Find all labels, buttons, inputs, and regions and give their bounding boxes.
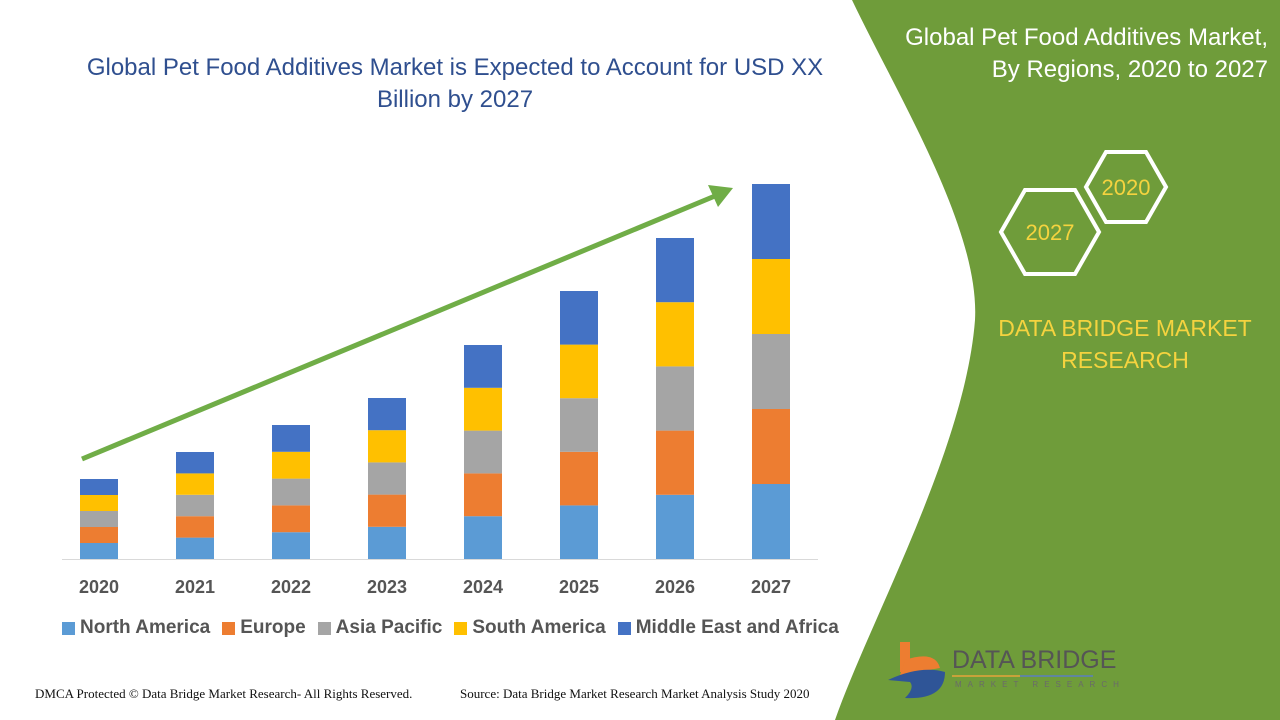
- bar-segment-asia-pacific: [368, 462, 406, 495]
- x-tick-label: 2020: [79, 577, 119, 597]
- brand-line1: DATA BRIDGE MARKET: [998, 315, 1252, 341]
- legend-item: North America: [62, 617, 210, 639]
- chart-title: Global Pet Food Additives Market is Expe…: [86, 54, 824, 113]
- legend-swatch: [317, 621, 331, 635]
- bar-segment-asia-pacific: [752, 334, 790, 409]
- bar-segment-middle-east-and-africa: [464, 345, 502, 388]
- side-title-line2: By Regions, 2020 to 2027: [991, 56, 1268, 83]
- bar-segment-north-america: [656, 494, 694, 559]
- hex-2027-label: 2027: [1026, 220, 1075, 245]
- bar-segment-europe: [752, 409, 790, 484]
- bar-segment-europe: [272, 505, 310, 533]
- legend-label: Asia Pacific: [335, 617, 443, 638]
- bar-segment-north-america: [560, 505, 598, 559]
- x-tick-label: 2026: [655, 577, 695, 597]
- bar-segment-north-america: [272, 532, 310, 559]
- bar-segment-south-america: [656, 302, 694, 367]
- x-tick-label: 2021: [175, 577, 215, 597]
- bar-segment-south-america: [368, 430, 406, 463]
- bar-segment-asia-pacific: [656, 366, 694, 431]
- bar-segment-south-america: [272, 451, 310, 479]
- logo-sub: MARKET RESEARCH: [955, 680, 1125, 689]
- bar-segment-middle-east-and-africa: [560, 291, 598, 345]
- bar-segment-asia-pacific: [464, 430, 502, 474]
- x-tick-label: 2027: [751, 577, 791, 597]
- bar-segment-asia-pacific: [176, 494, 214, 517]
- bar-segment-north-america: [752, 484, 790, 559]
- side-title: Global Pet Food Additives Market, By Reg…: [868, 22, 1268, 86]
- legend-label: Europe: [240, 617, 306, 638]
- bar-segment-middle-east-and-africa: [656, 238, 694, 303]
- brand-text: DATA BRIDGE MARKET RESEARCH: [985, 312, 1265, 376]
- x-tick-label: 2024: [463, 577, 503, 597]
- legend-swatch: [222, 621, 236, 635]
- legend-swatch: [454, 621, 468, 635]
- bar-segment-south-america: [464, 387, 502, 431]
- bar-segment-europe: [368, 494, 406, 527]
- legend-label: Middle East and Africa: [635, 617, 839, 638]
- brand-line2: RESEARCH: [1061, 347, 1189, 373]
- logo-icon: [888, 642, 945, 699]
- bar-segment-europe: [176, 516, 214, 538]
- bar-segment-south-america: [176, 473, 214, 495]
- legend-label: South America: [472, 617, 606, 638]
- bar-segment-north-america: [368, 526, 406, 559]
- bar-segment-europe: [80, 527, 118, 543]
- bar-segment-south-america: [752, 259, 790, 334]
- legend-item: Europe: [222, 617, 306, 639]
- hexagon-2027: [998, 188, 1102, 276]
- bar-segment-europe: [656, 430, 694, 495]
- x-tick-label: 2023: [367, 577, 407, 597]
- hex-2020-label: 2020: [1102, 175, 1151, 200]
- x-tick-label: 2025: [559, 577, 599, 597]
- bar-segment-middle-east-and-africa: [272, 425, 310, 452]
- footer-copyright: DMCA Protected © Data Bridge Market Rese…: [35, 686, 413, 701]
- trend-arrow-head: [708, 185, 733, 207]
- legend-item: Asia Pacific: [317, 617, 443, 639]
- bar-segment-south-america: [80, 495, 118, 511]
- bar-segment-north-america: [176, 537, 214, 559]
- bar-segment-north-america: [80, 543, 118, 559]
- side-panel: [835, 0, 1280, 720]
- side-title-line1: Global Pet Food Additives Market,: [905, 24, 1268, 51]
- legend-swatch: [617, 621, 631, 635]
- bar-segment-south-america: [560, 344, 598, 399]
- logo-name: DATA BRIDGE: [952, 646, 1117, 674]
- legend-swatch: [62, 621, 75, 635]
- bar-segment-north-america: [464, 516, 502, 559]
- bar-segment-middle-east-and-africa: [752, 184, 790, 259]
- bar-segment-asia-pacific: [80, 511, 118, 527]
- bar-segment-middle-east-and-africa: [80, 479, 118, 495]
- bar-segment-middle-east-and-africa: [368, 398, 406, 431]
- legend: North America Europe Asia Pacific South …: [62, 617, 839, 639]
- footer-source: Source: Data Bridge Market Research Mark…: [460, 686, 810, 701]
- legend-item: South America: [454, 617, 606, 639]
- legend-item: Middle East and Africa: [617, 617, 839, 639]
- bar-segment-europe: [560, 451, 598, 506]
- bar-segment-asia-pacific: [272, 478, 310, 506]
- bar-segment-middle-east-and-africa: [176, 452, 214, 474]
- bar-segment-europe: [464, 473, 502, 517]
- trend-arrow: [81, 193, 716, 462]
- x-tick-label: 2022: [271, 577, 311, 597]
- bar-segment-asia-pacific: [560, 398, 598, 452]
- legend-label: North America: [80, 617, 211, 638]
- hexagon-2020: [1083, 150, 1169, 224]
